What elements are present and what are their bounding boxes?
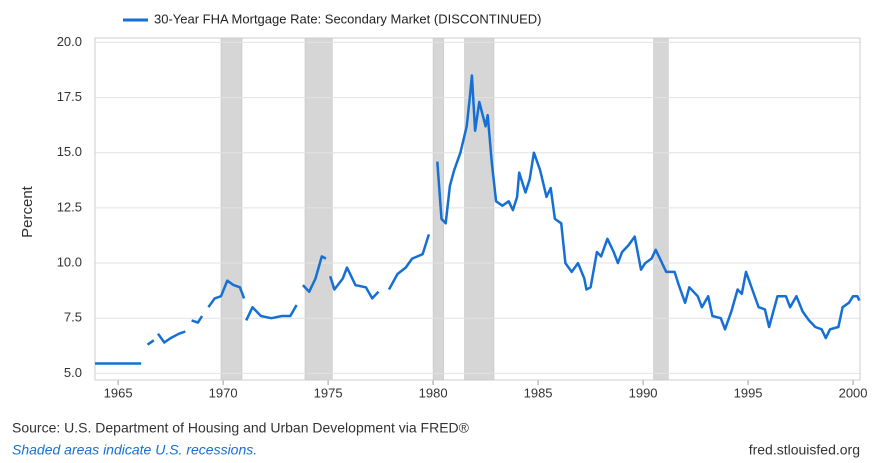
y-tick-label: 15.0 [57,144,82,159]
source: Source: U.S. Department of Housing and U… [12,420,470,436]
x-tick-label: 1990 [629,385,658,400]
y-tick-label: 20.0 [57,34,82,49]
note: Shaded areas indicate U.S. recessions. [12,442,257,458]
recession-band [653,37,669,381]
x-tick-label: 1995 [734,385,763,400]
x-tick-label: 1965 [104,385,133,400]
x-tick-label: 2000 [839,385,868,400]
y-tick-label: 7.5 [64,310,82,325]
y-tick-label: 17.5 [57,89,82,104]
recession-band [220,37,243,381]
x-tick-label: 1980 [419,385,448,400]
plot-frame [94,37,861,381]
legend-label: 30-Year FHA Mortgage Rate: Secondary Mar… [154,11,542,26]
y-tick-label: 12.5 [57,199,82,214]
x-tick-label: 1970 [209,385,238,400]
x-tick-label: 1975 [314,385,343,400]
recession-band [304,37,333,381]
x-tick-label: 1985 [524,385,553,400]
y-axis-label: Percent [19,185,36,238]
y-tick-label: 10.0 [57,254,82,269]
site: fred.stlouisfed.org [749,442,860,458]
series-line [95,74,861,365]
y-tick-label: 5.0 [64,365,82,380]
recession-band [464,37,495,381]
